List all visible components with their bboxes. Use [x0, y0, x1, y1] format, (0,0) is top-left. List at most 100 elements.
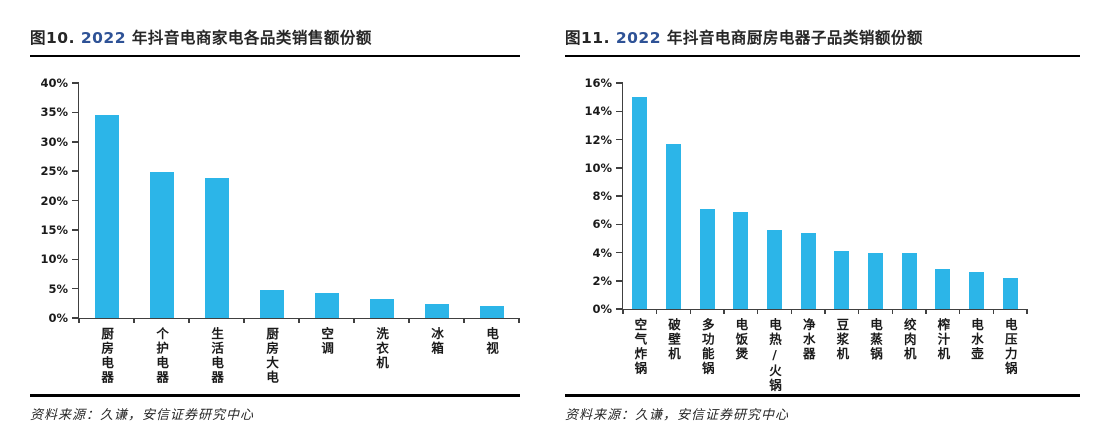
x-axis-tick-mark [857, 309, 860, 314]
y-axis-tick-label: 10% [584, 160, 612, 175]
x-axis-tick-mark [723, 309, 725, 314]
y-axis-tick-mark [616, 195, 623, 197]
plot-area: 0% 2% 4% 6% 8% 10% 12% 14% 16% 空气炸锅 破壁机 多功能锅 电饭煲 电热/火… [584, 76, 1028, 393]
x-axis-tick-mark [243, 318, 245, 323]
x-axis-label: 洗衣机 [354, 327, 409, 371]
y-axis-tick-label: 25% [40, 164, 68, 179]
x-axis-label-text: 多功能锅 [699, 318, 715, 376]
x-axis-label: 冰箱 [409, 327, 464, 356]
figure-title-text: 年抖音电商厨房电器子品类销额份额 [661, 29, 923, 47]
bar [969, 272, 984, 309]
x-axis-label: 空气炸锅 [623, 318, 657, 376]
x-axis-tick-mark [78, 318, 80, 323]
x-axis-label: 厨房电器 [79, 327, 134, 385]
x-axis-label-text: 净水器 [800, 318, 816, 362]
x-axis-label: 电饭煲 [724, 318, 758, 362]
x-axis-label-text: 电水壶 [969, 318, 985, 362]
source-divider [565, 394, 1080, 397]
figure-title-year: 2022 [74, 29, 127, 47]
x-axis-label: 榨汁机 [926, 318, 960, 362]
y-axis-tick-mark [616, 308, 623, 310]
x-axis-label-text: 绞肉机 [901, 318, 917, 362]
x-axis-tick-mark [689, 309, 692, 314]
x-axis-label-text: 空气炸锅 [632, 318, 648, 376]
y-axis-tick-mark [72, 170, 79, 172]
bar [369, 298, 394, 318]
x-axis-label-text: 冰箱 [429, 327, 445, 356]
y-axis-tick-label: 6% [592, 217, 612, 232]
x-axis-label-text: 厨房电器 [99, 327, 115, 385]
figure-title: 图10. 2022 年抖音电商家电各品类销售额份额 [30, 25, 520, 57]
x-axis-label-text: 厨房大电 [264, 327, 280, 385]
bar [632, 97, 648, 309]
y-axis-tick-mark [616, 110, 623, 112]
x-axis-label: 厨房大电 [244, 327, 299, 385]
y-axis-tick-mark [616, 82, 623, 84]
bar [868, 252, 883, 309]
x-axis-label-text: 电压力锅 [1002, 318, 1018, 376]
bar [314, 293, 339, 318]
x-axis-label-text: 破壁机 [666, 318, 682, 362]
x-axis-tick-mark [992, 309, 995, 314]
x-axis-label: 空调 [299, 327, 354, 356]
x-axis-label: 破壁机 [657, 318, 691, 362]
bar [935, 269, 951, 309]
bar [733, 211, 749, 309]
x-axis-label-text: 生活电器 [209, 327, 225, 385]
x-axis-tick-mark [925, 309, 927, 314]
y-axis-tick-label: 12% [584, 132, 612, 147]
y-axis-tick-label: 0% [592, 302, 612, 316]
x-axis-tick-mark [891, 309, 894, 314]
y-axis-tick-label: 4% [592, 245, 612, 260]
x-axis-label: 净水器 [791, 318, 825, 362]
y-axis-tick-label: 14% [584, 104, 612, 119]
y-axis-tick-mark [72, 287, 79, 290]
x-axis-label: 多功能锅 [690, 318, 724, 376]
figure-panel-11: 图11. 2022 年抖音电商厨房电器子品类销额份额 0% 2% 4% 6% 8% 10%… [565, 25, 1080, 423]
x-axis-label: 电热/火锅 [758, 318, 792, 393]
x-axis-label-text: 个护电器 [154, 327, 170, 385]
bar [666, 143, 681, 309]
x-axis-tick-mark [958, 309, 961, 314]
y-axis-tick-label: 0% [48, 311, 68, 325]
figure-number: 图10. [30, 29, 75, 47]
x-axis-tick-mark [353, 318, 355, 323]
plot-area: 0% 5% 10% 15% 20% 25% 30% 35% 40% 厨房电器 个护电器 生活电器 厨房大… [40, 76, 520, 385]
figure-title-year: 2022 [609, 29, 662, 47]
source-divider [30, 394, 520, 397]
x-axis-label: 电水壶 [960, 318, 994, 362]
x-axis-label: 电蒸锅 [859, 318, 893, 362]
x-axis-tick-mark [824, 309, 826, 314]
bar-chart: 0% 5% 10% 15% 20% 25% 30% 35% 40% 厨房电器 个护电器 生活电器 厨房大… [30, 57, 520, 394]
source-note: 资料来源：久谦，安信证券研究中心 [30, 407, 255, 423]
bar [1002, 277, 1018, 309]
y-axis-tick-mark [72, 141, 79, 143]
y-axis-tick-mark [72, 199, 79, 202]
x-axis-label: 电压力锅 [993, 318, 1027, 376]
y-axis-tick-mark [72, 229, 79, 231]
y-axis-tick-label: 35% [40, 105, 68, 120]
source-note: 资料来源：久谦，安信证券研究中心 [565, 407, 790, 423]
x-axis-label: 电视 [464, 327, 519, 356]
x-axis-tick-mark [622, 309, 624, 314]
y-axis-tick-mark [72, 317, 79, 319]
x-axis-label-text: 电饭煲 [733, 318, 749, 362]
bar [94, 115, 119, 318]
x-axis-tick-mark [408, 318, 410, 323]
y-axis-tick-mark [72, 111, 79, 114]
x-axis-tick-mark [790, 309, 793, 314]
x-axis-label-text: 豆浆机 [834, 318, 850, 362]
y-axis-tick-mark [616, 280, 623, 282]
figure-number: 图11. [565, 29, 610, 47]
bar [149, 171, 174, 318]
x-axis-tick-mark [655, 309, 658, 314]
y-axis-tick-label: 10% [40, 252, 68, 267]
bar [834, 251, 850, 309]
y-axis-tick-mark [616, 223, 623, 225]
bar [901, 252, 917, 309]
x-axis-label-text: 电蒸锅 [868, 318, 884, 362]
x-axis-label: 绞肉机 [892, 318, 926, 362]
bar [204, 177, 229, 318]
bar [699, 208, 715, 309]
